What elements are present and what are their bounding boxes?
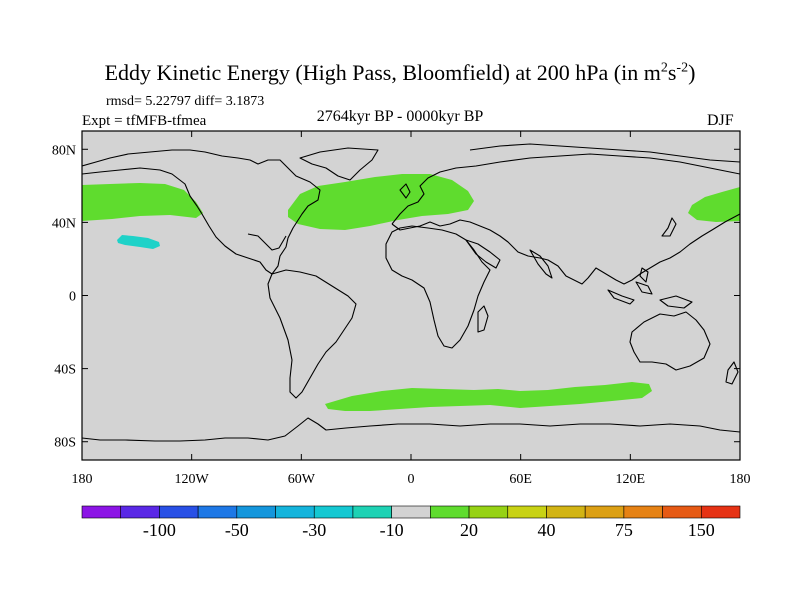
south-america-coast xyxy=(267,269,357,399)
southern-ocean-positive-region xyxy=(325,382,652,411)
plot-title: Eddy Kinetic Energy (High Pass, Bloomfie… xyxy=(0,60,800,86)
colorbar-swatch xyxy=(313,505,354,519)
colorbar-swatch xyxy=(352,505,392,519)
lon-tick-label: 120E xyxy=(616,472,646,487)
eurasia-coast xyxy=(391,153,740,285)
australia-coast xyxy=(629,311,711,371)
siberia-arctic-coast xyxy=(469,143,740,163)
colorbar-swatch xyxy=(546,505,586,519)
colorbar-swatch xyxy=(159,505,199,519)
lat-tick-label: 40N xyxy=(52,216,76,231)
title-main: Eddy Kinetic Energy (High Pass, Bloomfie… xyxy=(104,60,661,85)
lon-tick-label: 180 xyxy=(72,472,93,487)
title-close: ) xyxy=(688,60,696,85)
british-isles-coast xyxy=(399,183,411,199)
gulf-of-mexico-coast xyxy=(247,233,287,251)
colorbar-swatch xyxy=(120,505,160,519)
new-zealand-coast xyxy=(725,361,739,385)
japan-coast xyxy=(661,217,677,237)
africa-coast xyxy=(385,225,491,349)
colorbar-swatch xyxy=(584,505,625,519)
antarctica-coast xyxy=(82,417,740,442)
colorbar-label: -50 xyxy=(225,520,249,540)
title-sup-2: -2 xyxy=(676,60,689,76)
coastlines xyxy=(82,143,740,442)
colorbar-swatch xyxy=(507,505,547,519)
lon-tick-label: 180 xyxy=(730,472,751,487)
colorbar-label: -10 xyxy=(380,520,404,540)
colorbar-swatch xyxy=(662,505,702,519)
colorbar-swatch xyxy=(623,505,663,519)
lat-tick-label: 80N xyxy=(52,143,76,158)
colorbar-swatch xyxy=(391,505,431,519)
lat-tick-label: 0 xyxy=(69,290,76,305)
colorbar-swatch xyxy=(81,505,122,519)
experiment-label: Expt = tfMFB-tfmea xyxy=(82,113,207,129)
lon-tick-label: 120W xyxy=(175,472,210,487)
madagascar-coast xyxy=(477,305,489,333)
colorbar-swatch xyxy=(700,505,741,519)
north-america-coast xyxy=(82,149,321,275)
colorbar-swatch xyxy=(275,505,315,519)
colorbar-label: 20 xyxy=(460,520,478,540)
period-label: 2764kyr BP - 0000kyr BP xyxy=(316,108,484,125)
lat-tick-label: 80S xyxy=(54,436,76,451)
title-mid: s xyxy=(667,60,677,85)
lon-tick-label: 60E xyxy=(509,472,532,487)
anomaly-regions xyxy=(82,174,740,411)
title-sup-1: 2 xyxy=(660,60,668,76)
map-axes: 80N 40N 0 40S 80S 180 120W 60W 0 60E 120E 180 xyxy=(52,131,751,487)
west-pacific-positive-region xyxy=(688,187,740,222)
season-label: DJF xyxy=(707,112,734,129)
lon-tick-label: 0 xyxy=(408,472,415,487)
colorbar: -100 -50 -30 -10 20 40 75 150 xyxy=(81,505,741,540)
north-atlantic-positive-region xyxy=(288,174,474,230)
colorbar-swatch xyxy=(468,505,509,519)
colorbar-swatch xyxy=(197,505,238,519)
colorbar-swatch xyxy=(236,505,276,519)
colorbar-swatch xyxy=(430,505,470,519)
colorbar-label: 75 xyxy=(615,520,633,540)
north-pacific-positive-region xyxy=(82,183,203,221)
subtropical-pacific-negative-region xyxy=(117,235,160,249)
greenland-coast xyxy=(299,147,379,181)
lat-tick-label: 40S xyxy=(54,363,76,378)
arabia-coast xyxy=(465,239,501,269)
southeast-asia-islands-coast xyxy=(607,267,693,309)
colorbar-label: 150 xyxy=(688,520,715,540)
stats-text: rmsd= 5.22797 diff= 3.1873 xyxy=(106,94,265,109)
india-coast xyxy=(529,249,553,279)
colorbar-label: -100 xyxy=(143,520,176,540)
lon-tick-label: 60W xyxy=(288,472,316,487)
colorbar-label: -30 xyxy=(302,520,326,540)
colorbar-label: 40 xyxy=(537,520,555,540)
